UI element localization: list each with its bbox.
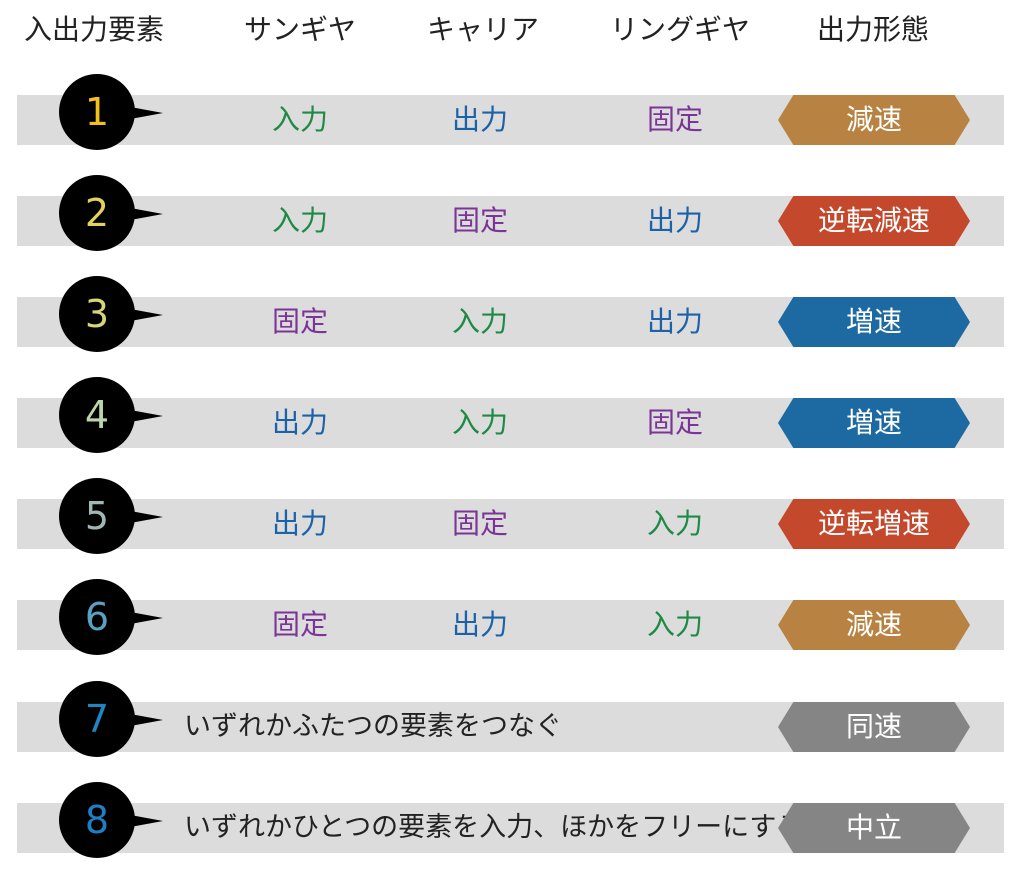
output-mode-badge bbox=[778, 297, 970, 347]
number-circle bbox=[59, 579, 135, 655]
mode-row: 1 入力 出力 固定 減速 bbox=[0, 71, 1023, 161]
mode-row: 4 出力 入力 固定 増速 bbox=[0, 374, 1023, 464]
ring-gear-role: 入力 bbox=[646, 608, 703, 641]
carrier-role: 入力 bbox=[451, 305, 508, 338]
carrier-role: 固定 bbox=[451, 507, 508, 540]
number-circle bbox=[59, 681, 135, 757]
pointer-arrow bbox=[125, 207, 163, 221]
output-mode-label: 増速 bbox=[845, 406, 902, 439]
output-mode-badge bbox=[778, 600, 970, 650]
pointer-arrow bbox=[125, 814, 163, 828]
output-mode-label: 同速 bbox=[845, 710, 902, 743]
number-circle bbox=[59, 74, 135, 150]
mode-row: 6 固定 出力 入力 減速 bbox=[0, 576, 1023, 666]
output-mode-badge bbox=[778, 499, 970, 549]
carrier-role: 固定 bbox=[451, 204, 508, 237]
number-circle bbox=[59, 175, 135, 251]
carrier-role: 出力 bbox=[451, 608, 508, 641]
output-mode-badge bbox=[778, 95, 970, 145]
mode-row: 5 出力 固定 入力 逆転増速 bbox=[0, 475, 1023, 565]
row-description: いずれかふたつの要素をつなぐ bbox=[184, 711, 562, 742]
pointer-arrow bbox=[125, 510, 163, 524]
row-number: 5 bbox=[84, 494, 110, 538]
output-mode-badge bbox=[778, 702, 970, 752]
header-output-mode: 出力形態 bbox=[817, 13, 930, 46]
row-number: 2 bbox=[84, 191, 110, 235]
ring-gear-role: 入力 bbox=[646, 507, 703, 540]
output-mode-label: 逆転増速 bbox=[817, 507, 930, 540]
output-mode-label: 増速 bbox=[845, 305, 902, 338]
row-number: 7 bbox=[84, 697, 110, 741]
row-number: 3 bbox=[84, 292, 110, 336]
sun-gear-role: 入力 bbox=[271, 103, 328, 136]
number-circle bbox=[59, 782, 135, 858]
mode-row: 3 固定 入力 出力 増速 bbox=[0, 273, 1023, 363]
ring-gear-role: 固定 bbox=[646, 406, 703, 439]
sun-gear-role: 出力 bbox=[271, 507, 328, 540]
output-mode-badge bbox=[778, 398, 970, 448]
mode-row: 2 入力 固定 出力 逆転減速 bbox=[0, 172, 1023, 262]
row-number: 8 bbox=[84, 798, 110, 842]
sun-gear-role: 出力 bbox=[271, 406, 328, 439]
header-ring-gear: リングギヤ bbox=[610, 13, 751, 46]
sun-gear-role: 固定 bbox=[271, 305, 328, 338]
output-mode-badge bbox=[778, 196, 970, 246]
output-mode-label: 中立 bbox=[845, 811, 902, 844]
output-mode-badge bbox=[778, 803, 970, 853]
header-sun-gear: サンギヤ bbox=[244, 13, 357, 46]
header-carrier: キャリア bbox=[427, 13, 540, 46]
mode-row: 8 いずれかひとつの要素を入力、ほかをフリーにする 中立 bbox=[0, 779, 1023, 869]
ring-gear-role: 固定 bbox=[646, 103, 703, 136]
ring-gear-role: 出力 bbox=[646, 204, 703, 237]
sun-gear-role: 入力 bbox=[271, 204, 328, 237]
number-circle bbox=[59, 478, 135, 554]
pointer-arrow bbox=[125, 713, 163, 727]
pointer-arrow bbox=[125, 308, 163, 322]
number-circle bbox=[59, 377, 135, 453]
pointer-arrow bbox=[125, 409, 163, 423]
row-number: 1 bbox=[84, 90, 110, 134]
ring-gear-role: 出力 bbox=[646, 305, 703, 338]
number-circle bbox=[59, 276, 135, 352]
output-mode-label: 減速 bbox=[845, 103, 902, 136]
row-number: 6 bbox=[84, 595, 110, 639]
carrier-role: 出力 bbox=[451, 103, 508, 136]
carrier-role: 入力 bbox=[451, 406, 508, 439]
header-io-element: 入出力要素 bbox=[24, 13, 165, 46]
pointer-arrow bbox=[125, 106, 163, 120]
mode-row: 7 いずれかふたつの要素をつなぐ 同速 bbox=[0, 678, 1023, 768]
row-description: いずれかひとつの要素を入力、ほかをフリーにする bbox=[184, 812, 804, 843]
output-mode-label: 減速 bbox=[845, 608, 902, 641]
pointer-arrow bbox=[125, 611, 163, 625]
row-number: 4 bbox=[84, 393, 110, 437]
sun-gear-role: 固定 bbox=[271, 608, 328, 641]
output-mode-label: 逆転減速 bbox=[817, 204, 930, 237]
